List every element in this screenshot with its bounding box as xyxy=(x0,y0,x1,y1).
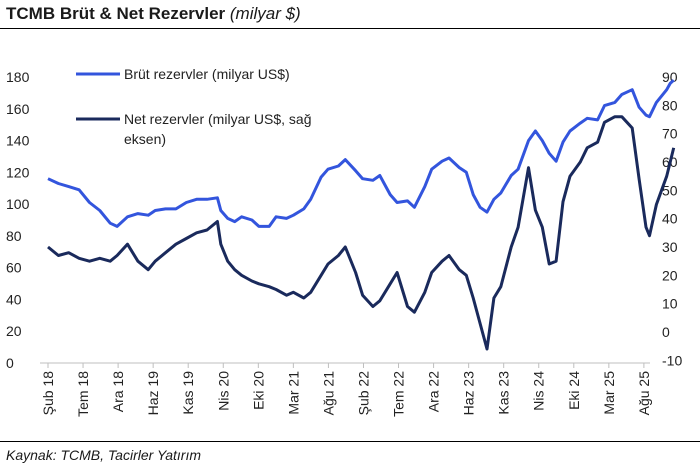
series-line-net xyxy=(47,115,676,351)
x-tick-label: Mar 21 xyxy=(285,371,301,415)
y-left-tick-180: 180 xyxy=(6,69,30,85)
y-left-tick-160: 160 xyxy=(6,101,30,117)
x-tick-label: Ağu 21 xyxy=(320,371,336,416)
y-left-tick-120: 120 xyxy=(6,164,30,180)
x-tick-label: Kas 19 xyxy=(180,371,196,415)
y-left-tick-140: 140 xyxy=(6,133,30,149)
y-right-tick-70: 70 xyxy=(662,126,678,142)
x-tick-label: Mar 25 xyxy=(601,371,617,415)
source-rule xyxy=(0,441,700,442)
y-right-tick-10: 10 xyxy=(662,296,678,312)
series-lines xyxy=(47,79,676,351)
y-right-tick-30: 30 xyxy=(662,239,678,255)
x-tick-label: Ara 22 xyxy=(426,371,442,412)
legend-label-net: Net rezervler (milyar US$, sağ eksen) xyxy=(124,111,312,147)
y-right-tick-80: 80 xyxy=(662,97,678,113)
y-left-tick-80: 80 xyxy=(6,228,22,244)
x-tick-label: Kas 23 xyxy=(496,371,512,415)
y-right-tick-40: 40 xyxy=(662,211,678,227)
source-note: Kaynak: TCMB, Tacirler Yatırım xyxy=(6,447,202,463)
x-tick-label: Şub 18 xyxy=(40,371,56,416)
y-right-tick-0: 0 xyxy=(662,324,670,340)
y-right-tick-50: 50 xyxy=(662,182,678,198)
x-tick-label: Haz 19 xyxy=(145,371,161,416)
y-left-tick-labels: 0 20 40 60 80 100 120 140 160 180 xyxy=(6,69,30,371)
x-tick-label: Tem 22 xyxy=(391,371,407,417)
x-tick-label: Haz 23 xyxy=(461,371,477,416)
legend-label-net-line1: Net rezervler (milyar US$, sağ xyxy=(124,111,312,127)
y-left-tick-40: 40 xyxy=(6,291,22,307)
x-tick-label: Ağu 25 xyxy=(636,371,652,416)
x-tick-label: Nis 20 xyxy=(215,371,231,411)
y-right-tick-20: 20 xyxy=(662,267,678,283)
legend-label-brut: Brüt rezervler (milyar US$) xyxy=(124,66,290,82)
y-left-tick-0: 0 xyxy=(6,355,14,371)
series-line-brut xyxy=(47,79,675,228)
y-left-tick-60: 60 xyxy=(6,260,22,276)
x-tick-label: Eki 24 xyxy=(566,371,582,410)
y-left-tick-20: 20 xyxy=(6,323,22,339)
x-tick-label: Eki 20 xyxy=(250,371,266,410)
y-left-tick-100: 100 xyxy=(6,196,30,212)
chart-title-main: TCMB Brüt & Net Rezervler xyxy=(6,4,226,23)
chart-title-unit: (milyar $) xyxy=(229,4,301,23)
legend-label-net-line2: eksen) xyxy=(124,131,166,147)
legend: Brüt rezervler (milyar US$) Net rezervle… xyxy=(76,66,312,147)
x-tick-labels: Şub 18 Tem 18 Ara 18 Haz 19 Kas 19 Nis 20 Eki … xyxy=(40,363,652,417)
chart-title: TCMB Brüt & Net Rezervler (milyar $) xyxy=(6,4,301,24)
title-rule xyxy=(0,28,700,29)
x-tick-label: Tem 18 xyxy=(75,371,91,417)
x-tick-label: Ara 18 xyxy=(110,371,126,412)
x-tick-label: Nis 24 xyxy=(531,371,547,411)
y-right-tick--10: -10 xyxy=(662,352,682,368)
x-tick-label: Şub 22 xyxy=(355,371,371,416)
